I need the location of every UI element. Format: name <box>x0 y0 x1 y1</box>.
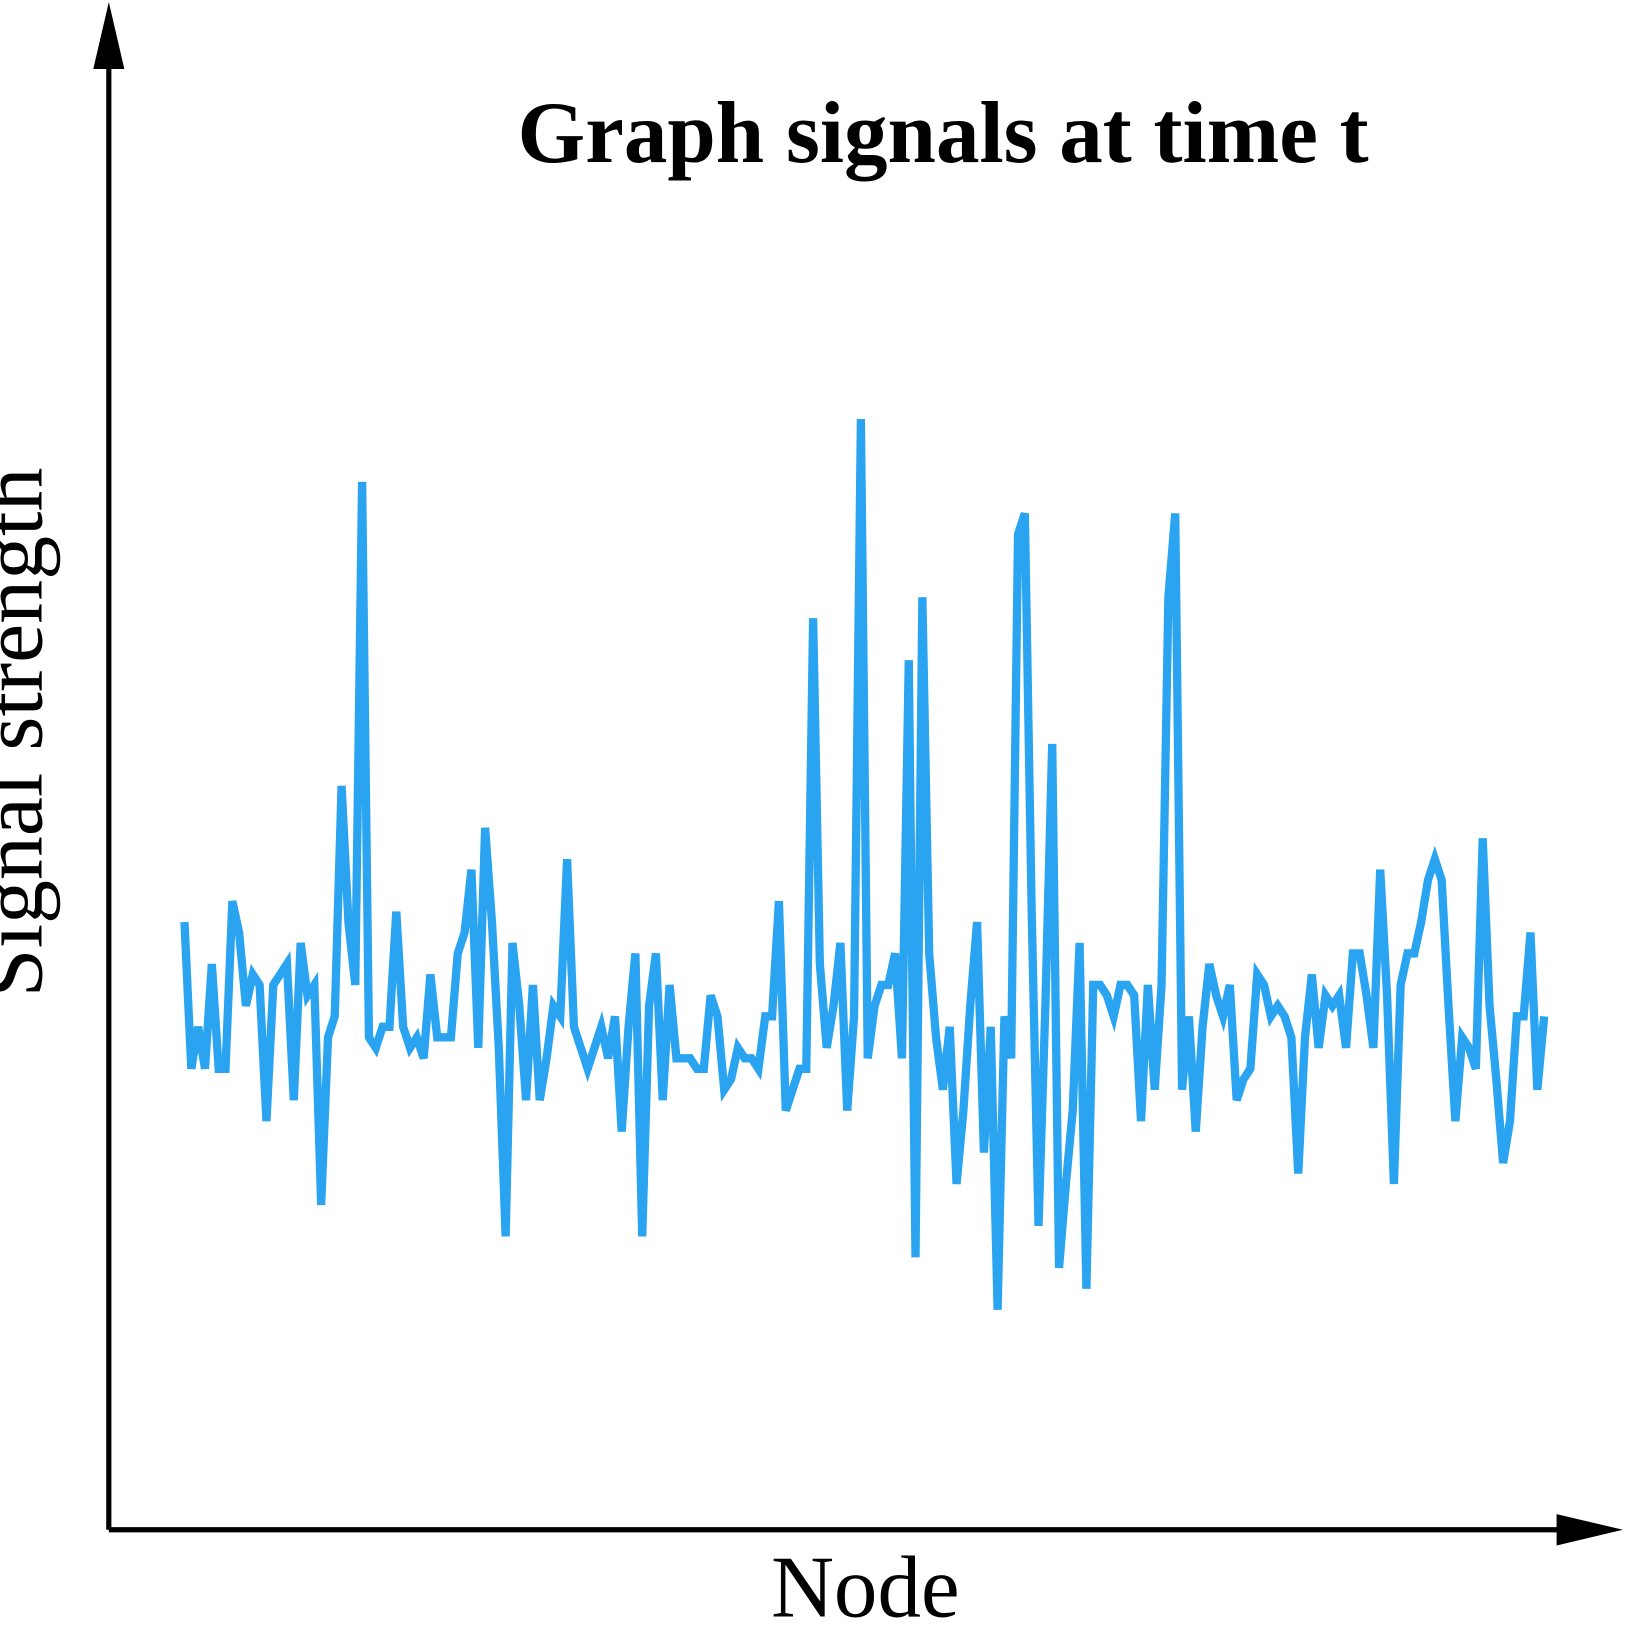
x-axis-label: Node <box>771 1538 960 1625</box>
data-line <box>180 419 1549 1310</box>
y-axis-arrow <box>93 2 125 70</box>
y-axis-label: Signal strength <box>0 468 60 998</box>
chart-title: Graph signals at time t <box>518 84 1369 181</box>
x-axis-arrow <box>1556 1514 1623 1546</box>
